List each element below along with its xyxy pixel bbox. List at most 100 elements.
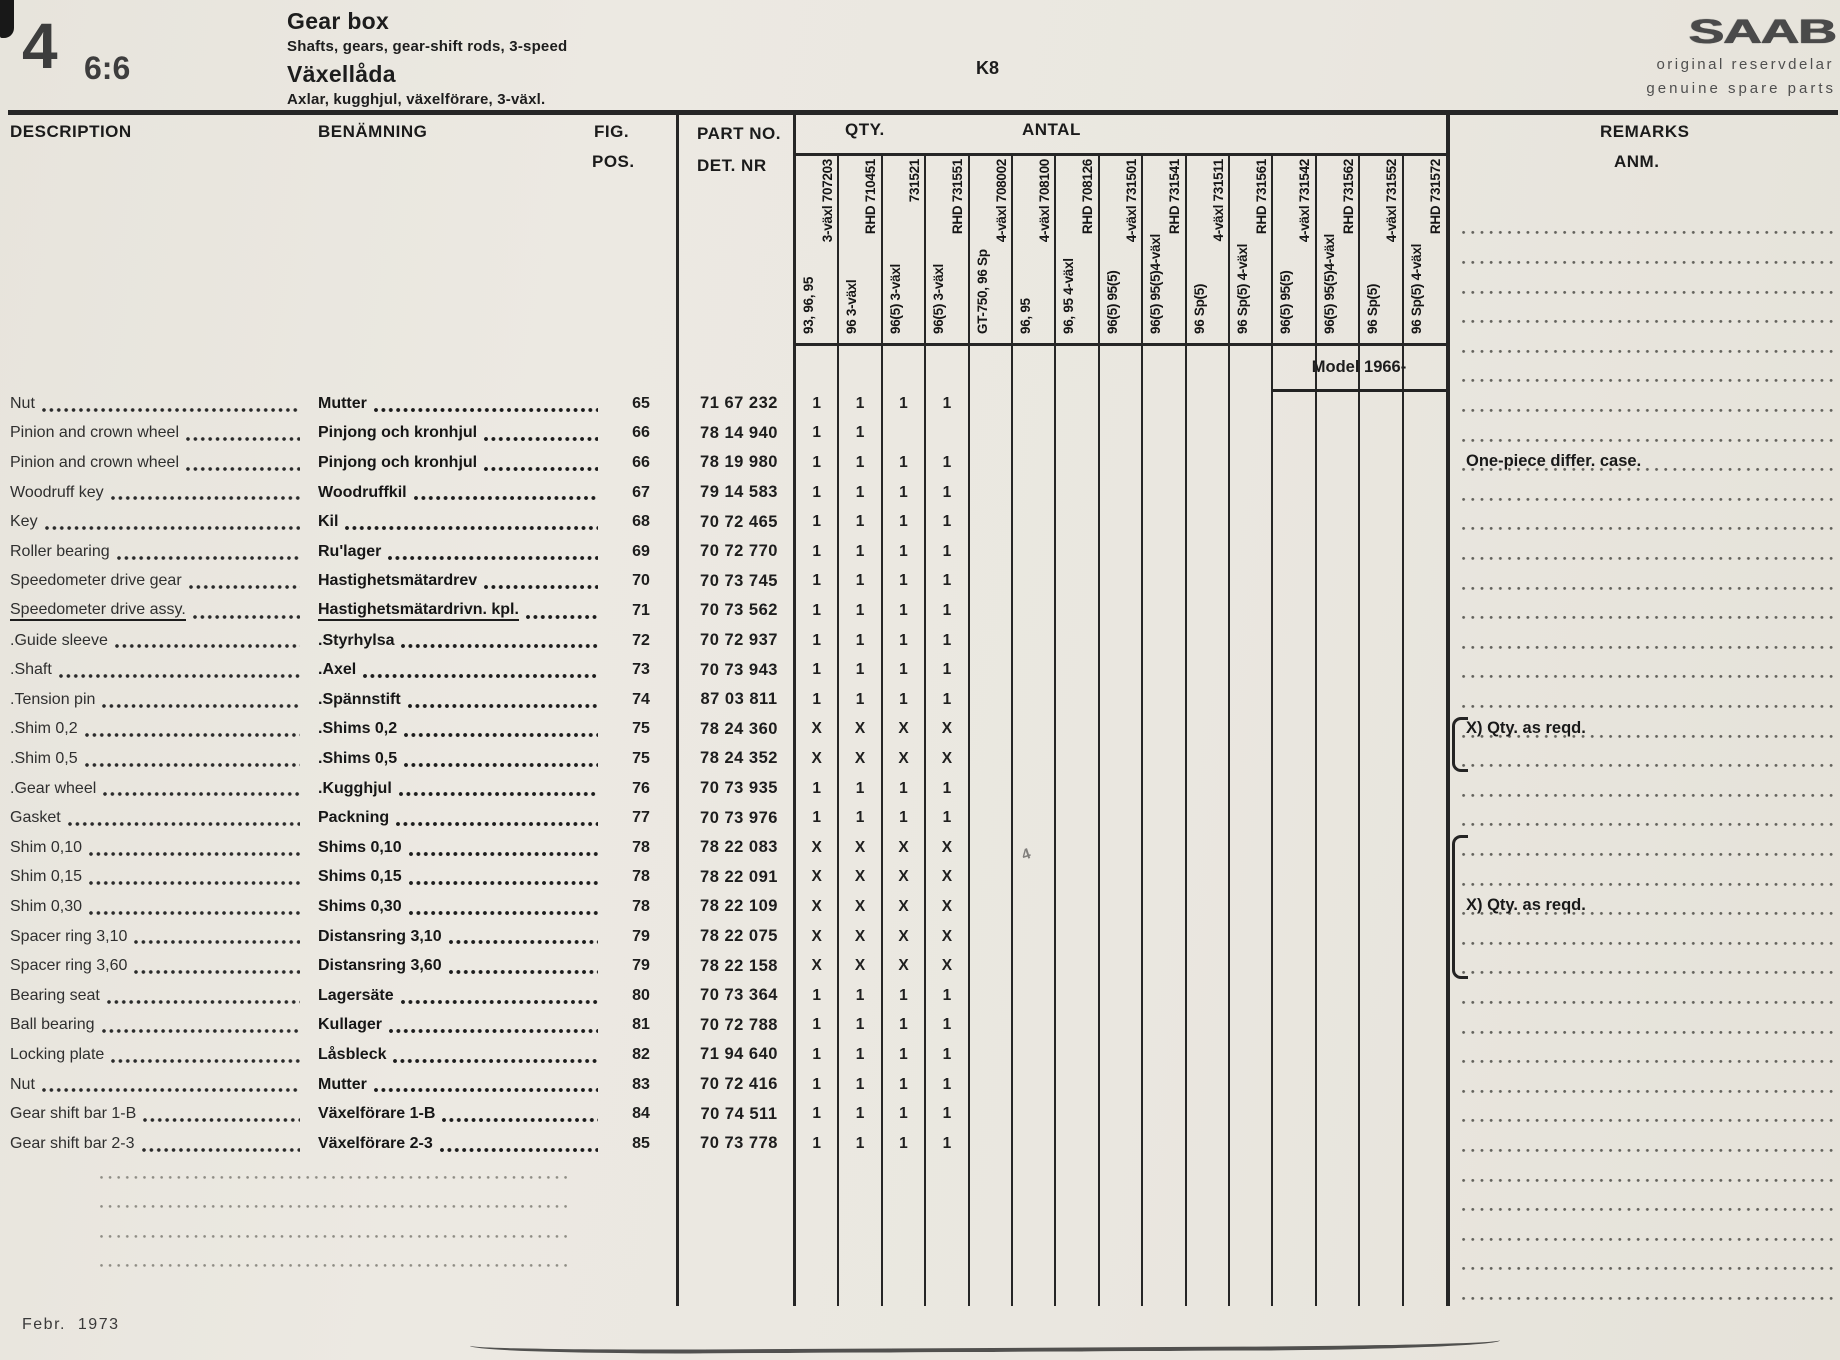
qty-cell: 1 — [812, 424, 821, 442]
variant-column-label: 96(5) 3-växl 731521 — [884, 156, 926, 338]
qty-cell — [1099, 1070, 1142, 1100]
qty-cell — [1272, 1070, 1315, 1100]
benamning-cell: .Styrhylsa — [318, 626, 600, 656]
qty-cell — [1055, 1099, 1098, 1129]
qty-grid-line — [1141, 154, 1144, 1306]
benamning-text: .Kugghjul — [318, 779, 392, 797]
fig-pos-value: 76 — [632, 779, 650, 797]
qty-cell — [1055, 567, 1098, 597]
qty-cell — [1142, 1070, 1185, 1100]
qty-cell — [1359, 419, 1402, 449]
dot-leader — [408, 880, 598, 887]
qty-cell — [1055, 626, 1098, 656]
benamning-cell: .Shims 0,5 — [318, 744, 600, 774]
qty-cell — [1272, 655, 1315, 685]
col-header-benamning: BENÄMNING — [318, 122, 428, 141]
qty-cell — [1012, 626, 1055, 656]
dot-leader — [393, 1057, 598, 1064]
qty-cell — [1186, 507, 1229, 537]
qty-cell — [969, 833, 1012, 863]
part-number-value: 71 94 640 — [700, 1045, 778, 1064]
dot-leader — [407, 702, 598, 709]
col-header-part-no: PART NO. — [697, 124, 781, 143]
qty-cell — [1142, 626, 1185, 656]
qty-cell — [1012, 1011, 1055, 1041]
qty-cell — [969, 537, 1012, 567]
scan-corner-artifact — [0, 0, 14, 38]
dot-leader — [396, 820, 598, 827]
qty-cell: 1 — [899, 572, 908, 590]
remarks-dotted-line — [1462, 763, 1836, 769]
qty-cell — [1012, 478, 1055, 508]
qty-cell — [1012, 981, 1055, 1011]
qty-cell: 1 — [942, 1045, 952, 1063]
description-text: Gear shift bar 1-B — [10, 1105, 137, 1123]
qty-cell: 1 — [812, 1045, 821, 1063]
qty-cell: 1 — [812, 542, 821, 560]
qty-cell — [969, 922, 1012, 952]
qty-cell — [1359, 537, 1402, 567]
benamning-cell: Låsbleck — [318, 1040, 600, 1070]
table-row: Ball bearing Kullager 81 70 72 788 1 1 1 1 — [0, 1011, 1840, 1041]
qty-cell — [1229, 803, 1272, 833]
variant-column: 93, 96, 95 3-växl 707203 — [795, 156, 838, 342]
fig-pos-value: 83 — [632, 1075, 650, 1093]
fig-pos-value: 74 — [632, 690, 650, 708]
qty-cell — [969, 892, 1012, 922]
variant-part-number: RHD 731551 — [950, 159, 966, 235]
qty-cell: 1 — [855, 542, 865, 560]
qty-cell — [1229, 774, 1272, 804]
qty-cell — [1012, 951, 1055, 981]
benamning-text: .Axel — [318, 661, 357, 679]
qty-cell — [1099, 774, 1142, 804]
remarks-dotted-line — [1462, 704, 1836, 709]
qty-cell — [1186, 596, 1229, 626]
qty-cell — [1272, 685, 1315, 715]
dot-leader — [111, 1057, 300, 1064]
description-text: Ball bearing — [10, 1016, 95, 1034]
qty-cell: 1 — [942, 690, 952, 708]
qty-cell — [969, 567, 1012, 597]
title-block: Gear box Shafts, gears, gear-shift rods,… — [287, 10, 567, 116]
qty-grid-line — [880, 154, 883, 1306]
table-row: Shim 0,15 Shims 0,15 78 78 22 091 X X X X — [0, 863, 1840, 893]
qty-cell — [1316, 803, 1359, 833]
qty-cell — [1186, 685, 1229, 715]
qty-cell — [1142, 744, 1185, 774]
qty-cell: X — [854, 838, 866, 856]
table-row: Gear shift bar 1-B Växelförare 1-B 84 70… — [0, 1099, 1840, 1129]
dot-leader — [44, 524, 300, 531]
fig-pos-value: 81 — [632, 1016, 650, 1034]
qty-cell — [1316, 1099, 1359, 1129]
qty-cell: 1 — [899, 779, 908, 797]
description-cell: Key — [10, 507, 302, 537]
qty-cell — [1272, 833, 1315, 863]
qty-cell — [1359, 1070, 1402, 1100]
qty-cell — [1359, 951, 1402, 981]
qty-cell — [1229, 715, 1272, 745]
qty-cell: 1 — [899, 601, 908, 619]
part-number-value: 87 03 811 — [700, 690, 778, 709]
variant-part-number: 4-växl 731552 — [1384, 159, 1400, 243]
qty-cell: 1 — [812, 394, 821, 412]
table-row: .Guide sleeve .Styrhylsa 72 70 72 937 1 1… — [0, 626, 1840, 656]
qty-cell — [1099, 833, 1142, 863]
part-number-value: 78 22 083 — [700, 838, 778, 857]
qty-cell: 1 — [855, 513, 865, 531]
qty-cell — [1186, 1070, 1229, 1100]
qty-cell — [1359, 803, 1402, 833]
variant-part-number: RHD 708126 — [1080, 159, 1096, 235]
description-dotted-line — [100, 1263, 572, 1269]
qty-cell — [1012, 567, 1055, 597]
qty-cell: X — [854, 720, 866, 738]
variant-models: GT-750, 96 Sp — [974, 249, 990, 334]
benamning-cell: Växelförare 1-B — [318, 1099, 600, 1129]
qty-cell: X — [854, 897, 866, 915]
table-row: Bearing seat Lagersäte 80 70 73 364 1 1 1 1 — [0, 981, 1840, 1011]
dot-leader — [134, 968, 300, 975]
qty-cell: X — [854, 927, 866, 945]
description-text: Key — [10, 513, 38, 531]
part-qty-divider — [793, 112, 796, 1306]
qty-cell — [1403, 863, 1446, 893]
qty-cell: X — [811, 749, 822, 767]
